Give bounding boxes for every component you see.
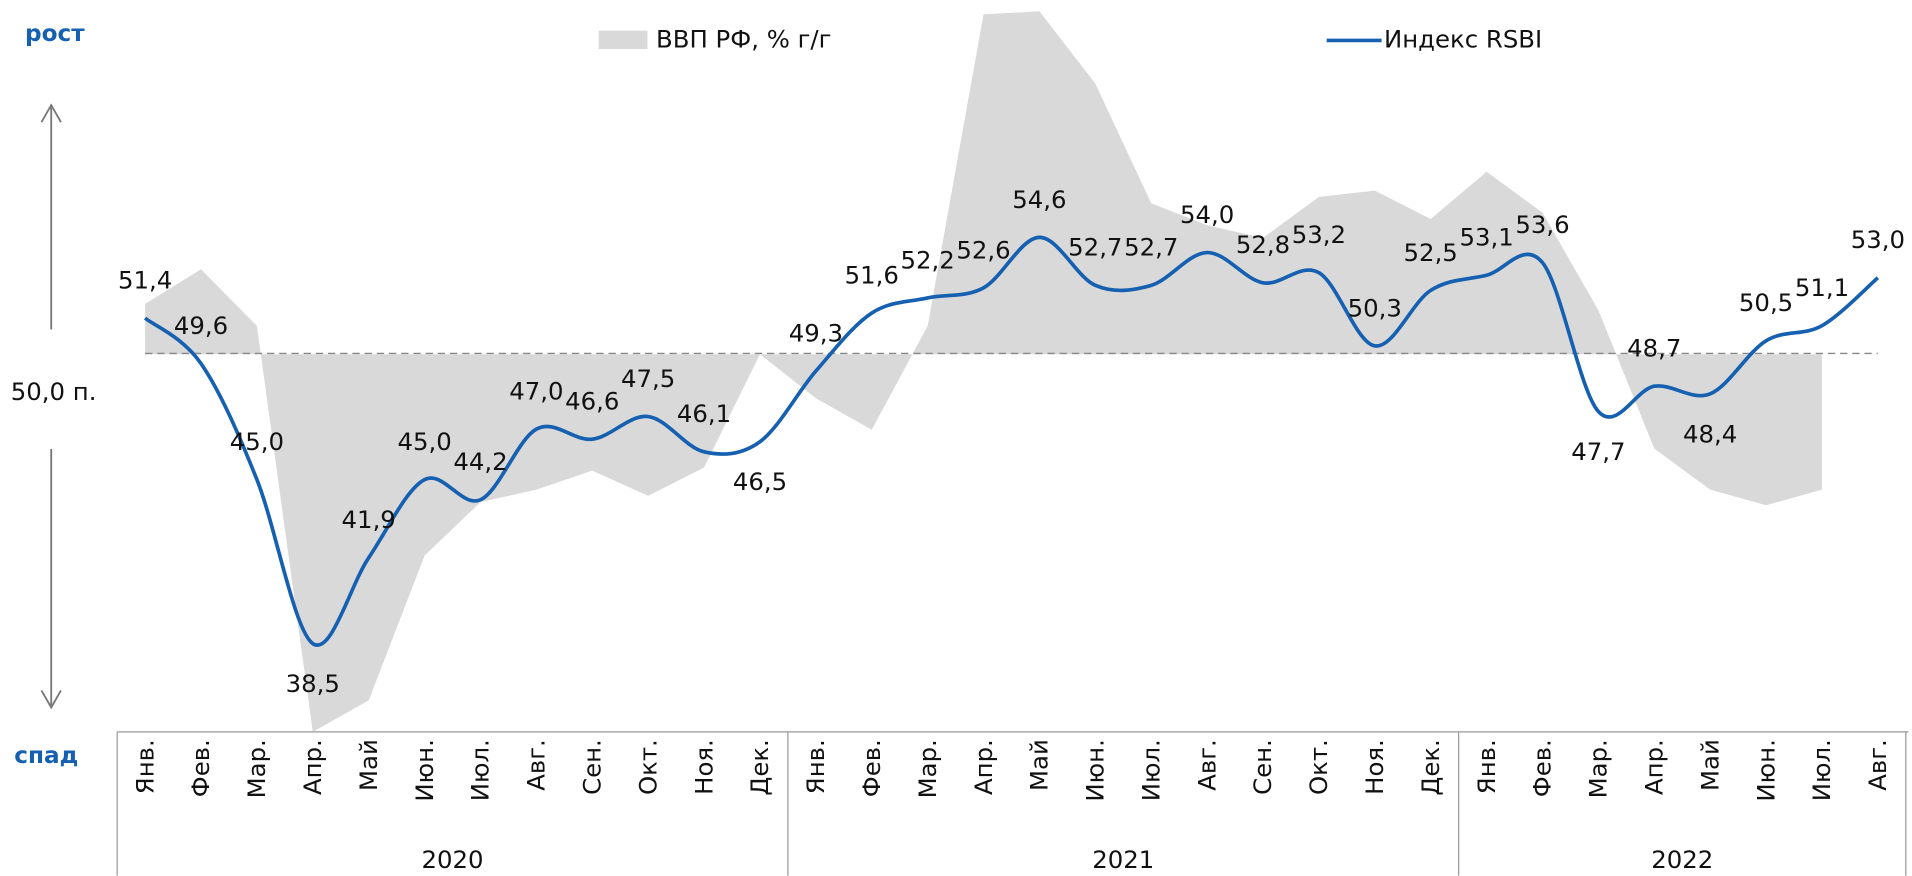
- x-tick-label: Мар.: [1584, 739, 1613, 798]
- legend-label: ВВП РФ, % г/г: [656, 24, 831, 53]
- year-label: 2021: [1092, 845, 1154, 874]
- x-tick-label: Фев.: [1528, 739, 1557, 797]
- data-label: 38,5: [286, 669, 340, 698]
- data-label: 53,6: [1515, 210, 1569, 239]
- data-label: 46,5: [733, 467, 787, 496]
- x-tick-label: Янв.: [801, 739, 830, 794]
- data-label: 45,0: [230, 427, 284, 456]
- x-tick-label: Мар.: [913, 739, 942, 798]
- x-tick-label: Апр.: [298, 739, 327, 795]
- x-tick-label: Дек.: [1416, 739, 1445, 796]
- top-label: рост: [25, 21, 85, 47]
- data-label: 51,1: [1795, 273, 1849, 302]
- year-label: 2022: [1651, 845, 1713, 874]
- data-label: 47,7: [1571, 437, 1625, 466]
- x-tick-label: Авг.: [1863, 739, 1892, 791]
- data-label: 49,3: [789, 319, 843, 348]
- x-tick-label: Сен.: [1248, 739, 1277, 795]
- x-tick-label: Ноя.: [1360, 739, 1389, 795]
- data-label: 45,0: [397, 427, 451, 456]
- x-tick-label: Июн.: [410, 739, 439, 801]
- data-label: 49,6: [174, 311, 228, 340]
- x-tick-label: Окт.: [1304, 739, 1333, 795]
- arrows: [40, 103, 62, 710]
- x-tick-label: Май: [1025, 739, 1054, 791]
- legend-label: Индекс RSBI: [1384, 24, 1542, 53]
- data-label: 51,4: [118, 266, 172, 295]
- x-tick-label: Июл.: [466, 739, 495, 801]
- data-label: 54,0: [1180, 200, 1234, 229]
- data-label: 52,5: [1404, 238, 1458, 267]
- data-label: 53,0: [1851, 225, 1905, 254]
- data-label: 50,5: [1739, 288, 1793, 317]
- x-tick-label: Янв.: [130, 739, 159, 794]
- data-label: 50,3: [1348, 293, 1402, 322]
- x-tick-label: Июн.: [1751, 739, 1780, 801]
- reference-label: 50,0 п.: [11, 377, 97, 406]
- data-label: 51,6: [845, 260, 899, 289]
- x-tick-label: Авг.: [522, 739, 551, 791]
- x-tick-label: Апр.: [1639, 739, 1668, 795]
- x-tick-label: Мар.: [242, 739, 271, 798]
- x-tick-label: Июн.: [1081, 739, 1110, 801]
- data-label: 47,5: [621, 364, 675, 393]
- x-tick-label: Май: [1695, 739, 1724, 791]
- x-tick-label: Сен.: [577, 739, 606, 795]
- data-label: 52,7: [1068, 233, 1122, 262]
- x-tick-label: Окт.: [633, 739, 662, 795]
- x-tick-label: Май: [354, 739, 383, 791]
- x-tick-label: Июл.: [1136, 739, 1165, 801]
- data-label: 52,7: [1124, 233, 1178, 262]
- x-tick-label: Фев.: [186, 739, 215, 797]
- data-label: 53,1: [1459, 223, 1513, 252]
- data-label: 46,1: [677, 399, 731, 428]
- bottom-label: спад: [14, 743, 78, 769]
- data-label: 54,6: [1012, 185, 1066, 214]
- legend-swatch: [598, 30, 648, 50]
- x-tick-label: Июл.: [1807, 739, 1836, 801]
- data-label: 53,2: [1292, 220, 1346, 249]
- rsbi-line: [143, 235, 1880, 647]
- year-label: 2020: [422, 845, 484, 874]
- gdp-area: [145, 11, 1822, 732]
- x-tick-label: Фев.: [857, 739, 886, 797]
- x-tick-label: Авг.: [1192, 739, 1221, 791]
- data-label: 44,2: [453, 447, 507, 476]
- x-tick-label: Янв.: [1472, 739, 1501, 794]
- x-tick-label: Дек.: [745, 739, 774, 796]
- data-label: 52,2: [900, 245, 954, 274]
- data-label: 48,7: [1627, 334, 1681, 363]
- data-label: 48,4: [1683, 419, 1737, 448]
- x-tick-label: Ноя.: [689, 739, 718, 795]
- data-label: 52,6: [956, 235, 1010, 264]
- data-label: 41,9: [342, 505, 396, 534]
- x-axis: Янв. 2020 Фев. Мар. Апр. Май Июн. Июл. Авг. Сен. О…: [116, 731, 1909, 876]
- plot: [143, 11, 1880, 732]
- data-label: 52,8: [1236, 230, 1290, 259]
- data-label: 46,6: [565, 387, 619, 416]
- x-tick-label: Апр.: [969, 739, 998, 795]
- data-label: 47,0: [509, 377, 563, 406]
